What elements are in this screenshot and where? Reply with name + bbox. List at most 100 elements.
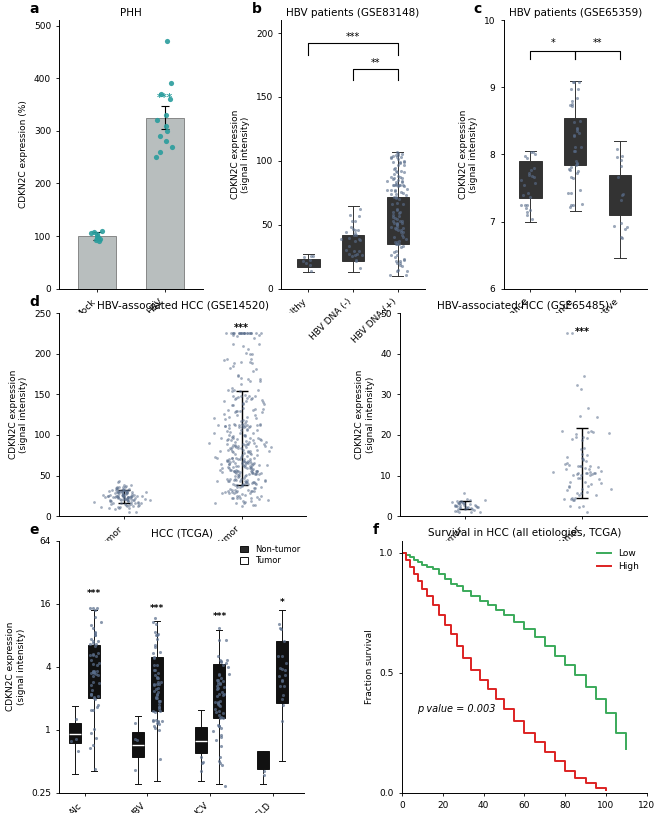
Point xyxy=(469,503,479,516)
Point xyxy=(213,681,224,694)
Point xyxy=(246,448,256,461)
Point xyxy=(255,434,266,447)
Point xyxy=(245,431,255,444)
Point xyxy=(209,703,220,716)
Point xyxy=(231,486,242,499)
Y-axis label: CDKN2C expression
(signal intensity): CDKN2C expression (signal intensity) xyxy=(231,110,250,199)
Point xyxy=(561,462,572,475)
Point xyxy=(220,413,230,426)
Point xyxy=(458,486,469,499)
Point xyxy=(233,459,244,472)
Point xyxy=(214,688,224,701)
Point xyxy=(227,337,238,350)
Point xyxy=(247,348,257,361)
Point xyxy=(388,215,399,228)
Point xyxy=(123,495,133,508)
Point xyxy=(236,327,246,340)
Point xyxy=(233,453,244,466)
Point xyxy=(224,419,234,432)
Point xyxy=(121,485,132,498)
Point xyxy=(85,638,96,651)
Point xyxy=(450,499,461,512)
Point xyxy=(251,439,261,452)
Point xyxy=(214,668,224,681)
Point xyxy=(231,474,242,487)
Point xyxy=(308,250,318,263)
Point xyxy=(527,213,537,226)
Point xyxy=(527,170,537,183)
Point xyxy=(135,496,146,509)
Point xyxy=(273,649,283,662)
Point xyxy=(305,253,315,266)
Point xyxy=(119,490,130,503)
Point xyxy=(571,428,581,441)
Point xyxy=(466,501,477,514)
Point xyxy=(396,223,407,236)
Point xyxy=(223,383,234,396)
Point xyxy=(110,484,121,497)
Point xyxy=(234,452,245,465)
Point xyxy=(230,406,240,419)
Point xyxy=(572,122,583,135)
Point xyxy=(580,467,591,480)
Point xyxy=(156,714,167,727)
Point xyxy=(128,499,139,512)
Point xyxy=(105,493,115,506)
Point xyxy=(253,493,264,506)
Point xyxy=(239,453,249,466)
Point xyxy=(529,171,539,184)
Point xyxy=(141,485,152,498)
Point xyxy=(275,679,285,692)
Point xyxy=(122,491,133,504)
Point xyxy=(616,189,627,202)
Point xyxy=(130,497,141,510)
Point xyxy=(234,420,245,433)
Point xyxy=(242,327,252,340)
Point xyxy=(392,249,403,262)
Point xyxy=(94,235,105,248)
Point xyxy=(394,234,405,247)
Point xyxy=(350,215,360,228)
Point xyxy=(94,676,105,689)
Point xyxy=(215,711,226,724)
Point xyxy=(86,688,96,701)
Point xyxy=(250,476,261,489)
Point xyxy=(162,35,172,48)
Point xyxy=(578,499,588,512)
Point xyxy=(227,385,238,398)
Point xyxy=(222,434,233,447)
Point xyxy=(395,185,406,198)
Point xyxy=(137,490,148,503)
Point xyxy=(232,480,242,493)
Point xyxy=(395,241,406,254)
Point xyxy=(562,456,572,469)
Point xyxy=(93,689,104,702)
Point xyxy=(385,249,396,262)
Point xyxy=(569,129,579,142)
Point xyxy=(222,352,232,365)
Point xyxy=(119,490,129,503)
Point xyxy=(225,463,236,476)
Point xyxy=(391,178,401,191)
Point xyxy=(88,647,98,660)
Point xyxy=(560,458,570,471)
Point xyxy=(245,420,255,433)
Point xyxy=(117,488,128,501)
Point xyxy=(388,178,399,191)
Point xyxy=(574,459,585,472)
Point xyxy=(223,454,234,467)
Point xyxy=(620,222,631,235)
Point xyxy=(223,485,234,498)
Point xyxy=(396,164,407,177)
Point xyxy=(622,220,632,233)
Point xyxy=(304,259,315,272)
Point xyxy=(88,739,98,752)
Point xyxy=(242,327,253,340)
Text: b: b xyxy=(251,2,261,16)
Point xyxy=(273,669,284,682)
Point xyxy=(118,489,129,502)
Point xyxy=(572,124,582,137)
Point xyxy=(578,454,588,467)
Point xyxy=(113,485,123,498)
Point xyxy=(391,165,402,178)
